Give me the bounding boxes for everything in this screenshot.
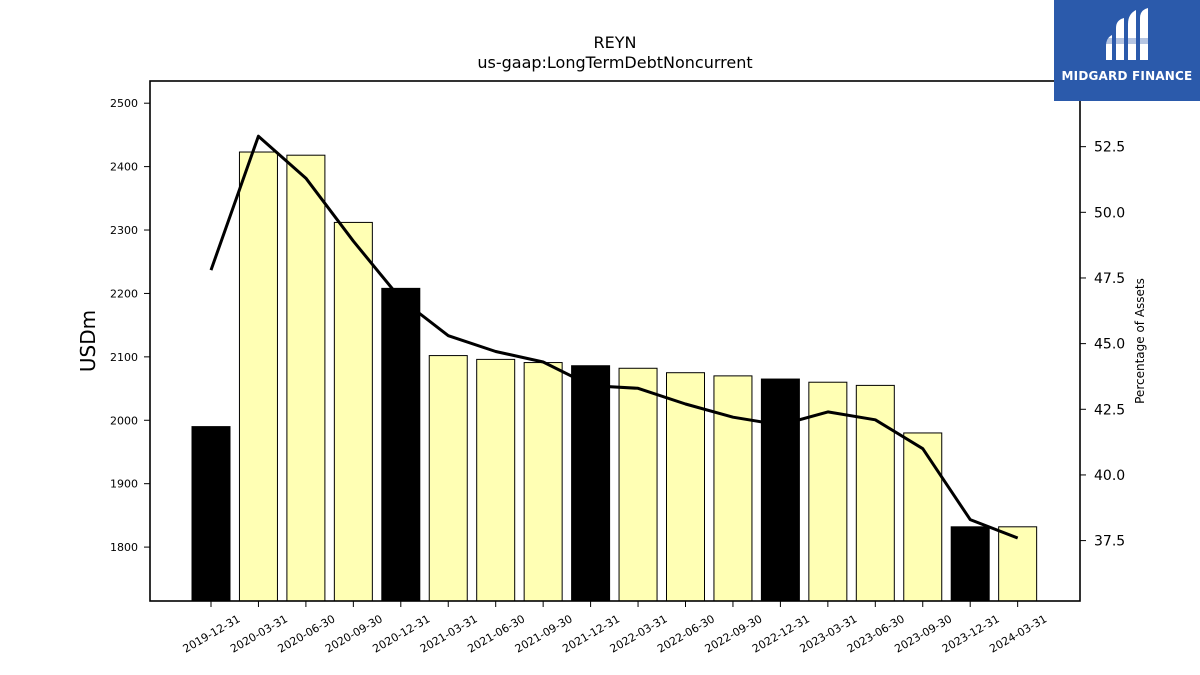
bar-2021-09-30 xyxy=(523,362,563,602)
y-tick-label: 2000 xyxy=(110,414,138,427)
y2-tick-label: 47.5 xyxy=(1094,271,1125,287)
bar-2021-06-30 xyxy=(476,358,516,602)
y2-tick-label: 52.5 xyxy=(1094,140,1125,156)
y2-tick-label: 45.0 xyxy=(1094,337,1125,353)
bar-2019-12-31 xyxy=(191,426,231,602)
pct-assets-line xyxy=(209,134,1019,540)
bar-2021-12-31 xyxy=(571,365,611,602)
y-axis-label: USDm xyxy=(76,310,100,372)
y-tick-label: 1800 xyxy=(110,541,138,554)
midgard-finance-logo: MIDGARD FINANCE xyxy=(1054,0,1200,101)
y-tick-label: 2500 xyxy=(110,97,138,110)
bar-2020-12-31 xyxy=(381,287,421,602)
bar-2022-09-30 xyxy=(713,375,753,602)
y-tick-label: 2400 xyxy=(110,161,138,174)
logo-text: MIDGARD FINANCE xyxy=(1061,69,1193,83)
bar-2020-09-30 xyxy=(333,221,373,602)
y-tick-label: 2200 xyxy=(110,287,138,300)
logo-mark-icon xyxy=(1106,8,1148,60)
chart-title: REYN xyxy=(594,33,637,52)
bar-2022-06-30 xyxy=(666,372,705,602)
bar-2020-03-31 xyxy=(238,151,278,602)
bar-2020-06-30 xyxy=(286,154,326,602)
y-tick-label: 1900 xyxy=(110,478,138,491)
y2-tick-label: 37.5 xyxy=(1094,534,1125,550)
y2-axis-label: Percentage of Assets xyxy=(1133,278,1147,404)
bar-2023-09-30 xyxy=(903,432,943,602)
bar-2022-03-31 xyxy=(618,367,658,602)
y-tick-label: 2300 xyxy=(110,224,138,237)
chart-subtitle: us-gaap:LongTermDebtNoncurrent xyxy=(477,53,752,72)
y2-tick-label: 40.0 xyxy=(1094,468,1125,484)
bar-2023-12-31 xyxy=(950,526,990,602)
bar-2021-03-31 xyxy=(428,355,468,602)
y2-tick-label: 42.5 xyxy=(1094,402,1125,418)
plot-frame xyxy=(149,80,1081,602)
bar-2022-12-31 xyxy=(760,378,800,602)
y-tick-label: 2100 xyxy=(110,351,138,364)
bar-2024-03-31 xyxy=(998,526,1038,602)
y2-tick-label: 50.0 xyxy=(1094,205,1125,221)
bar-2023-03-31 xyxy=(808,381,848,602)
